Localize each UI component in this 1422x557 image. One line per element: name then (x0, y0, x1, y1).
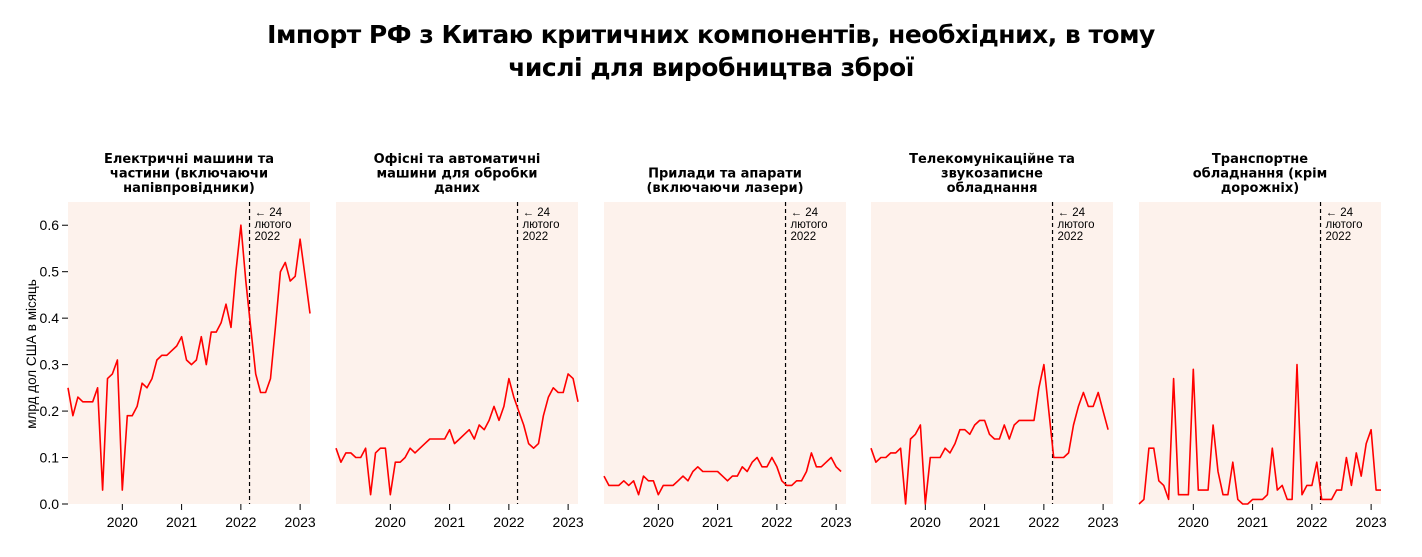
panel-title-line: звукозаписне (941, 167, 1043, 182)
invasion-date-annotation: ← 24 (255, 207, 283, 219)
panel-title-line: (включаючи лазери) (646, 181, 803, 196)
x-tick-label: 2023 (1088, 514, 1119, 530)
y-tick-label: 0.2 (40, 403, 60, 419)
panel-title-line: напівпровідники) (123, 181, 255, 196)
series-line (1138, 363, 1381, 505)
panel-title-line: обладнання (крім (1193, 167, 1328, 182)
x-tick-label: 2022 (1028, 514, 1059, 530)
x-tick-label: 2021 (969, 514, 1000, 530)
series-line (870, 363, 1109, 505)
invasion-date-annotation: 2022 (1326, 231, 1352, 243)
panel-title-line: Прилади та апарати (648, 167, 802, 182)
series-line (67, 224, 311, 491)
panel-title-line: Офісні та автоматичні (374, 152, 541, 167)
panel-4: Телекомунікаційне тазвукозаписнеобладнан… (870, 152, 1119, 530)
invasion-date-annotation: лютого (1058, 219, 1095, 231)
x-tick-label: 2023 (285, 514, 316, 530)
invasion-date-annotation: 2022 (255, 231, 281, 243)
panel-3: Прилади та апарати(включаючи лазери) 2020… (603, 167, 852, 530)
panel-title-line: обладнання (947, 181, 1038, 196)
panel-background (68, 202, 310, 504)
x-tick-label: 2021 (166, 514, 197, 530)
x-tick-label: 2020 (107, 514, 138, 530)
invasion-date-annotation: лютого (523, 219, 560, 231)
x-tick-label: 2021 (702, 514, 733, 530)
panel-background (336, 202, 578, 504)
panel-title-line: машини для обробки (376, 167, 537, 182)
panel-title-line: частини (включаючи (110, 167, 268, 182)
x-tick-label: 2021 (1237, 514, 1268, 530)
series-line (603, 452, 842, 496)
panel-title-line: даних (434, 181, 480, 196)
series-line (335, 373, 579, 496)
x-tick-label: 2020 (643, 514, 674, 530)
chart-title: Імпорт РФ з Китаю критичних компонентів,… (0, 18, 1422, 84)
x-tick-label: 2022 (493, 514, 524, 530)
invasion-date-annotation: лютого (1326, 219, 1363, 231)
invasion-date-annotation: 2022 (791, 231, 817, 243)
invasion-date-annotation: 2022 (1058, 231, 1084, 243)
x-tick-label: 2020 (1178, 514, 1209, 530)
x-tick-label: 2022 (225, 514, 256, 530)
invasion-date-annotation: ← 24 (523, 207, 551, 219)
x-tick-label: 2022 (761, 514, 792, 530)
invasion-date-annotation: лютого (255, 219, 292, 231)
panel-title-line: Телекомунікаційне та (909, 152, 1075, 167)
x-tick-label: 2021 (434, 514, 465, 530)
invasion-date-annotation: 2022 (523, 231, 549, 243)
panel-background (604, 202, 846, 504)
x-tick-label: 2022 (1296, 514, 1327, 530)
x-tick-label: 2023 (553, 514, 584, 530)
y-axis-label: млрд дол США в місяць (24, 279, 39, 429)
x-tick-label: 2023 (1356, 514, 1387, 530)
y-tick-label: 0.6 (40, 217, 60, 233)
y-tick-label: 0.5 (40, 264, 60, 280)
y-tick-label: 0.1 (40, 450, 60, 466)
x-tick-label: 2023 (821, 514, 852, 530)
panel-title-line: дорожніх) (1221, 181, 1299, 196)
chart-title-line-2: числі для виробництва зброї (508, 53, 914, 82)
chart-title-line-1: Імпорт РФ з Китаю критичних компонентів,… (267, 20, 1155, 49)
y-tick-label: 0.0 (40, 496, 60, 512)
y-tick-label: 0.3 (40, 357, 60, 373)
panel-title-line: Транспортне (1212, 152, 1308, 167)
panel-title-line: Електричні машини та (104, 152, 274, 167)
x-tick-label: 2020 (375, 514, 406, 530)
invasion-date-annotation: ← 24 (1058, 207, 1086, 219)
panel-background (871, 202, 1113, 504)
invasion-date-annotation: лютого (791, 219, 828, 231)
x-tick-label: 2020 (910, 514, 941, 530)
invasion-date-annotation: ← 24 (791, 207, 819, 219)
invasion-date-annotation: ← 24 (1326, 207, 1354, 219)
y-tick-label: 0.4 (40, 310, 60, 326)
panel-background (1139, 202, 1381, 504)
